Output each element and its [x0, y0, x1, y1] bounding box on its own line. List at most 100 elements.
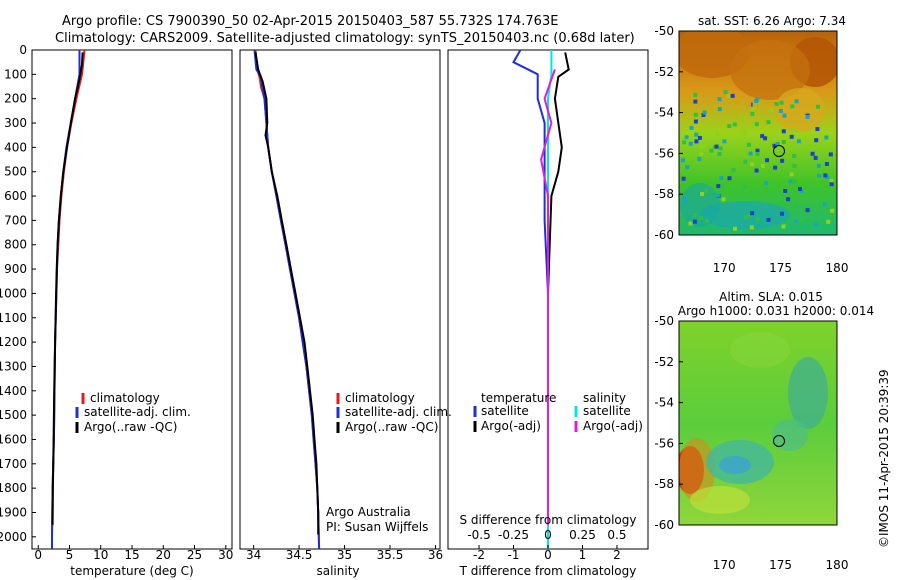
sst-pixel [815, 127, 820, 131]
sst-cool-patch [680, 183, 720, 227]
sst-pixel [823, 173, 828, 178]
sst-pixel [781, 140, 786, 144]
series-climatology-line [254, 49, 321, 550]
sst-pixel [816, 163, 821, 168]
sst-pixel [826, 219, 831, 224]
sst-pixel [755, 216, 760, 221]
tdiff-tick-label: 1 [579, 548, 587, 562]
sst-pixel [755, 152, 760, 156]
depth-tick-label: 0 [19, 43, 27, 57]
sst-pixel [792, 163, 797, 168]
sst-pixel [718, 146, 723, 151]
sst-pixel [793, 179, 798, 184]
sst-pixel [697, 156, 702, 161]
depth-tick-label: 1700 [0, 457, 27, 471]
imos-credit: ©IMOS 11-Apr-2015 20:39:39 [877, 369, 891, 548]
temperature-series [51, 49, 86, 549]
tdiff-tick-label: 2 [613, 548, 621, 562]
depth-tick-label: 600 [4, 189, 27, 203]
sst-pixel [829, 182, 834, 187]
sst-pixels [681, 90, 835, 231]
tdiff-tick-label: -1 [508, 548, 520, 562]
sla-map: Altim. SLA: 0.015 Argo h1000: 0.031 h200… [654, 290, 874, 572]
lat-tick-label: -60 [654, 228, 674, 242]
salinity-legend: climatology satellite-adj. clim. Argo(..… [336, 391, 452, 434]
sst-pixel [751, 107, 756, 112]
lat-tick-label: -52 [654, 355, 674, 369]
map-frame [678, 320, 838, 526]
sst-pixel [682, 195, 687, 200]
depth-tick-label: 1800 [0, 481, 27, 495]
annotation-line1: Argo Australia [326, 505, 411, 519]
sst-pixel [789, 172, 794, 177]
depth-tick-label: 1000 [0, 286, 27, 300]
sla-ticks: -50 -52 -54 -56 -58 -60 170 175 180 [654, 314, 848, 572]
sla-mid-patch [730, 332, 790, 368]
sst-pixel [814, 222, 818, 227]
legend-argo: Argo(..raw -QC) [345, 420, 438, 434]
temp-tick-label: 0 [34, 548, 42, 562]
sst-pixel [697, 135, 702, 140]
difference-series [512, 49, 570, 549]
sal-tick-label: 34 [246, 548, 261, 562]
sal-tick-label: 36 [428, 548, 443, 562]
sst-pixel [747, 213, 752, 218]
depth-tick-label: 1900 [0, 505, 27, 519]
sst-pixel [743, 159, 748, 164]
sla-title1: Altim. SLA: 0.015 [719, 290, 823, 304]
sst-pixel [810, 151, 815, 156]
sst-pixel [768, 108, 773, 113]
sdiff-label: S difference from climatology [460, 513, 637, 527]
sst-pixel [722, 139, 727, 144]
sst-warm-patch [730, 40, 810, 100]
sst-pixel [824, 162, 829, 166]
sst-pixel [742, 129, 747, 134]
series-temperature-satellite-line [512, 49, 549, 549]
sst-pixel [702, 142, 707, 147]
temp-tick-label: 15 [124, 548, 139, 562]
sst-pixel [763, 136, 768, 141]
sst-pixel [799, 189, 804, 194]
sst-pixel [791, 127, 796, 132]
sst-cool-patch [700, 201, 790, 229]
sst-pixel [704, 189, 709, 193]
sst-pixel [739, 115, 744, 120]
sst-pixel [699, 215, 703, 220]
sst-pixel [766, 217, 771, 222]
sst-pixel [778, 109, 783, 113]
lon-tick-label: 170 [713, 558, 736, 572]
sst-pixel [817, 173, 822, 178]
sla-high-patch [690, 486, 750, 514]
sdiff-tick-label: 0.25 [569, 528, 596, 542]
header-line1: Argo profile: CS 7900390_50 02-Apr-2015 … [62, 14, 558, 29]
sst-pixel [771, 146, 776, 151]
sst-pixel [694, 132, 699, 137]
sst-pixel [684, 135, 689, 140]
legend-argo: Argo(..raw -QC) [84, 420, 177, 434]
tdiff-tick-labels: -2 -1 0 1 2 [473, 545, 621, 562]
sst-pixel [828, 152, 833, 157]
depth-tick-label: 2000 [0, 530, 27, 544]
sst-pixel [699, 144, 704, 149]
sdiff-tick-labels: -0.5 -0.25 0 0.25 0.5 [467, 528, 626, 542]
lon-tick-label: 180 [826, 558, 849, 572]
sst-pixel [682, 140, 687, 145]
sst-pixel [799, 218, 804, 223]
tdiff-xlabel: T difference from climatology [459, 564, 637, 578]
sst-pixel [772, 143, 777, 148]
sst-pixel [822, 202, 827, 207]
sla-low-patch [772, 419, 808, 451]
difference-legend: temperature salinity satellite Argo(-adj… [473, 391, 643, 433]
sst-pixel [742, 133, 747, 138]
sst-pixel [754, 99, 759, 103]
sst-pixel [765, 158, 770, 163]
sst-pixel [791, 137, 796, 142]
depth-tick-label: 500 [4, 165, 27, 179]
sst-field [679, 31, 837, 235]
sst-pixel [693, 112, 698, 117]
sst-pixel [688, 141, 693, 146]
sst-pixel [717, 97, 722, 102]
sst-pixel [732, 122, 737, 127]
series-salinity-argo-adj--line [540, 69, 556, 525]
